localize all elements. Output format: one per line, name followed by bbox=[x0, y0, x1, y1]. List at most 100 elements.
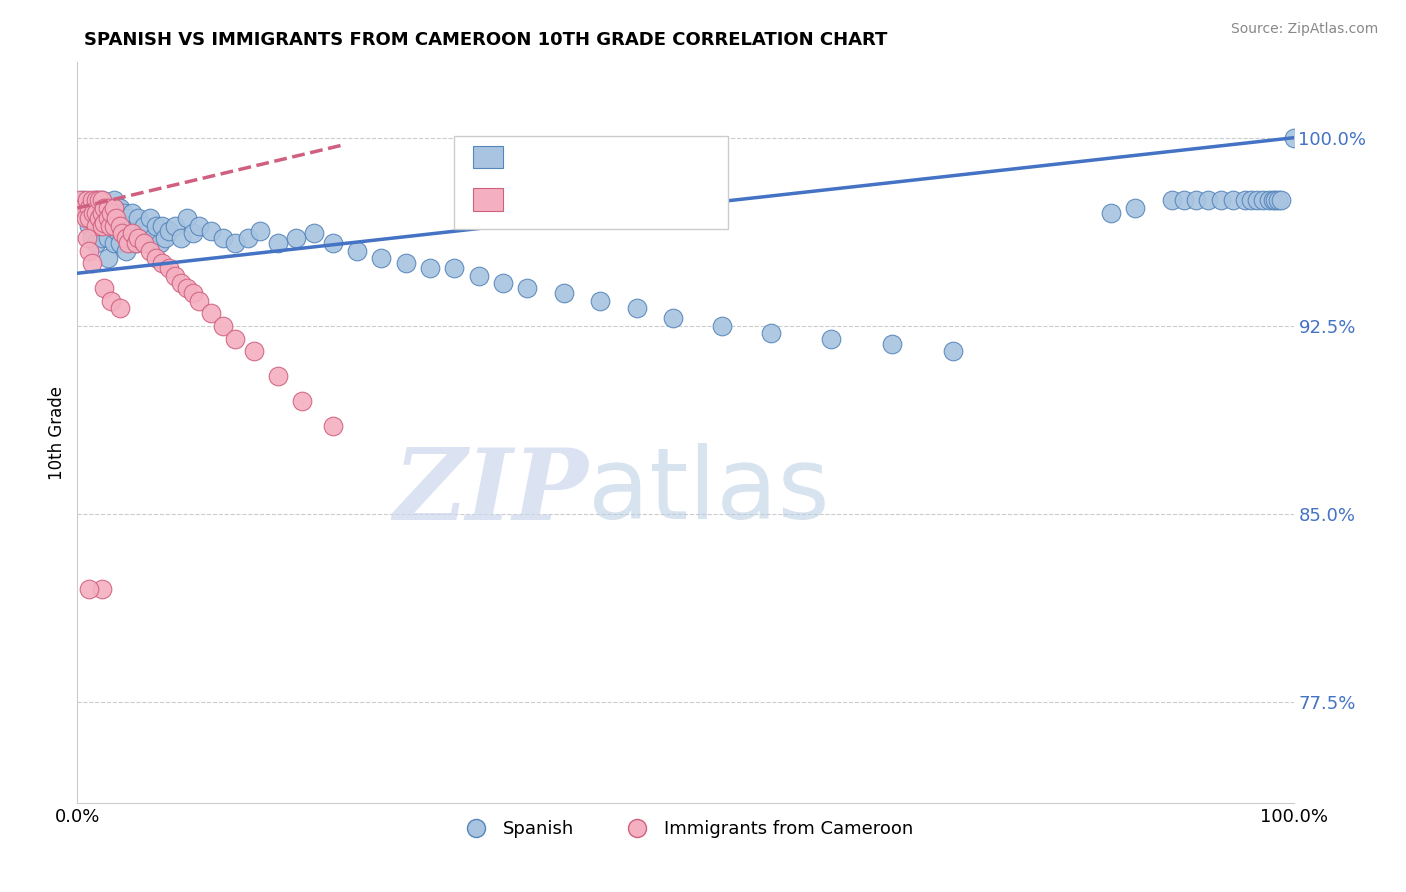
Point bbox=[145, 251, 167, 265]
Point bbox=[395, 256, 418, 270]
Point bbox=[152, 256, 174, 270]
Legend: Spanish, Immigrants from Cameroon: Spanish, Immigrants from Cameroon bbox=[450, 814, 921, 846]
Point bbox=[93, 281, 115, 295]
Point bbox=[76, 194, 98, 208]
Point bbox=[121, 226, 143, 240]
Point bbox=[72, 194, 94, 208]
Point bbox=[212, 231, 235, 245]
Point bbox=[84, 236, 107, 251]
Point bbox=[76, 206, 98, 220]
Point bbox=[108, 219, 131, 233]
Point bbox=[759, 326, 782, 341]
Point bbox=[1233, 194, 1256, 208]
Point bbox=[1161, 194, 1184, 208]
Text: R =: R = bbox=[519, 147, 558, 165]
Point bbox=[79, 201, 101, 215]
Point bbox=[112, 206, 135, 220]
Point bbox=[1282, 130, 1305, 145]
Point bbox=[152, 219, 174, 233]
Point bbox=[553, 286, 575, 301]
Point bbox=[322, 236, 344, 251]
Point bbox=[93, 201, 115, 215]
Point bbox=[170, 231, 193, 245]
Text: 0.221: 0.221 bbox=[565, 190, 621, 209]
Point bbox=[72, 201, 94, 215]
Point bbox=[200, 306, 222, 320]
Point bbox=[820, 331, 842, 345]
Point bbox=[1258, 194, 1281, 208]
Point bbox=[103, 219, 125, 233]
Point bbox=[84, 219, 107, 233]
Point bbox=[103, 219, 125, 233]
Point bbox=[267, 369, 290, 384]
Point bbox=[291, 394, 314, 409]
Point bbox=[1185, 194, 1208, 208]
Point bbox=[370, 251, 392, 265]
Point bbox=[127, 231, 149, 245]
Point bbox=[100, 206, 122, 220]
Point bbox=[89, 194, 111, 208]
Point bbox=[97, 201, 120, 215]
Point bbox=[79, 201, 101, 215]
Point bbox=[589, 293, 612, 308]
Point bbox=[97, 231, 120, 245]
Point bbox=[97, 211, 120, 225]
FancyBboxPatch shape bbox=[472, 188, 503, 211]
Text: 57: 57 bbox=[675, 190, 699, 209]
Text: ZIP: ZIP bbox=[394, 443, 588, 540]
Point bbox=[662, 311, 685, 326]
Point bbox=[80, 231, 103, 245]
Point bbox=[84, 194, 107, 208]
Point bbox=[492, 277, 515, 291]
Point bbox=[80, 256, 103, 270]
Point bbox=[89, 211, 111, 225]
Point bbox=[103, 236, 125, 251]
Point bbox=[105, 211, 128, 225]
Point bbox=[1099, 206, 1122, 220]
Point bbox=[1173, 194, 1195, 208]
Point bbox=[82, 211, 104, 225]
Point bbox=[115, 226, 138, 240]
Point bbox=[79, 244, 101, 258]
Point bbox=[1197, 194, 1219, 208]
Point bbox=[212, 318, 235, 333]
Point bbox=[76, 231, 98, 245]
Point bbox=[1270, 194, 1292, 208]
Point bbox=[139, 244, 162, 258]
Point bbox=[108, 201, 131, 215]
Point bbox=[188, 219, 211, 233]
Point bbox=[181, 226, 204, 240]
Point bbox=[176, 281, 198, 295]
Point bbox=[90, 231, 112, 245]
Point bbox=[1261, 194, 1284, 208]
Point bbox=[79, 582, 101, 597]
Point bbox=[516, 281, 538, 295]
Point bbox=[84, 219, 107, 233]
Text: 0.203: 0.203 bbox=[565, 147, 621, 165]
Point bbox=[224, 236, 246, 251]
Point bbox=[80, 194, 103, 208]
Point bbox=[134, 219, 156, 233]
Point bbox=[200, 224, 222, 238]
Point bbox=[93, 198, 115, 212]
Point bbox=[115, 231, 138, 245]
Point bbox=[1251, 194, 1274, 208]
Point bbox=[443, 261, 465, 276]
Point bbox=[467, 268, 489, 283]
Point bbox=[90, 582, 112, 597]
Point bbox=[1125, 201, 1147, 215]
Point bbox=[84, 194, 107, 208]
Point bbox=[93, 219, 115, 233]
Point bbox=[108, 301, 131, 316]
Text: N =: N = bbox=[628, 190, 668, 209]
Point bbox=[90, 206, 112, 220]
Point bbox=[75, 211, 97, 225]
Point bbox=[107, 224, 129, 238]
Point bbox=[115, 244, 138, 258]
Point bbox=[176, 211, 198, 225]
Point bbox=[157, 224, 180, 238]
Point bbox=[346, 244, 368, 258]
Point bbox=[117, 236, 139, 251]
Point bbox=[90, 194, 112, 208]
Text: atlas: atlas bbox=[588, 443, 830, 541]
